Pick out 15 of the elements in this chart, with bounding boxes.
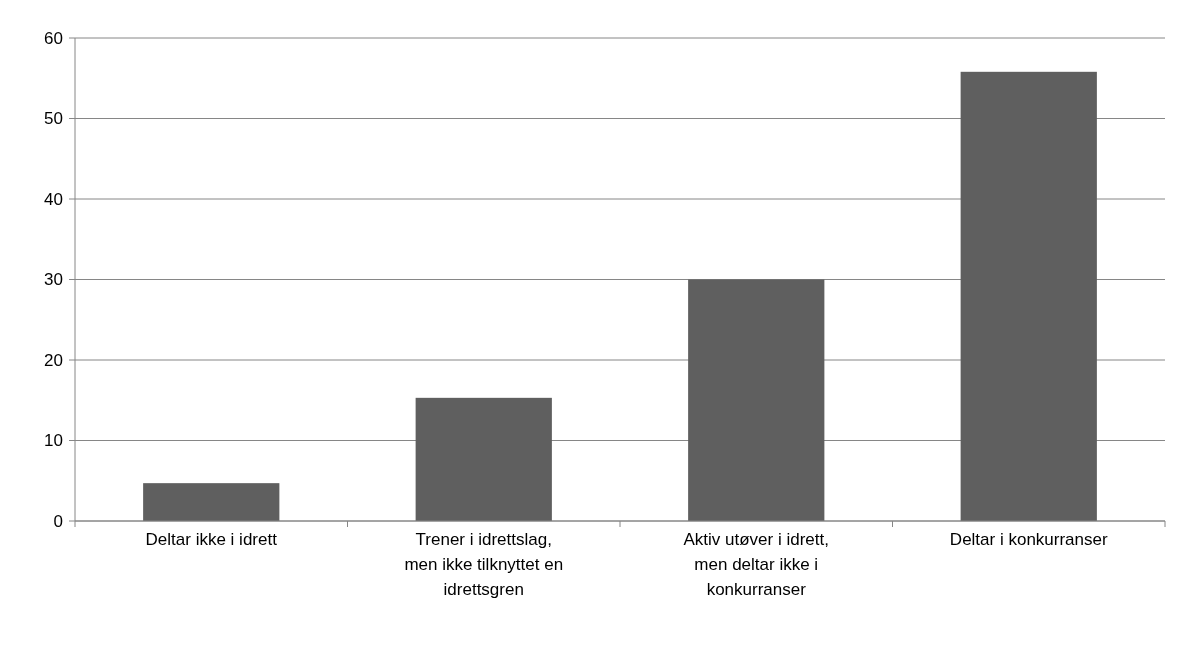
y-tick-label: 20 (44, 350, 63, 370)
bar (960, 71, 1097, 521)
x-tick-label: Deltar i konkurranser (949, 530, 1108, 549)
y-tick-label: 30 (44, 270, 63, 290)
x-tick-label: Deltar ikke i idrett (145, 530, 278, 549)
y-tick-label: 40 (44, 189, 63, 209)
bar (415, 397, 552, 521)
x-tick-label: Aktiv utøver i idrett, men deltar ikke i konkurranser (683, 530, 829, 599)
y-tick-label: 60 (44, 28, 63, 48)
y-tick-label: 0 (53, 511, 63, 531)
bar (143, 483, 280, 521)
y-tick-label: 10 (44, 431, 63, 451)
y-tick-label: 50 (44, 109, 63, 129)
x-tick-label: Trener i idrettslag, men ikke tilknyttet en idrettsgren (404, 530, 564, 599)
bar (688, 279, 825, 521)
